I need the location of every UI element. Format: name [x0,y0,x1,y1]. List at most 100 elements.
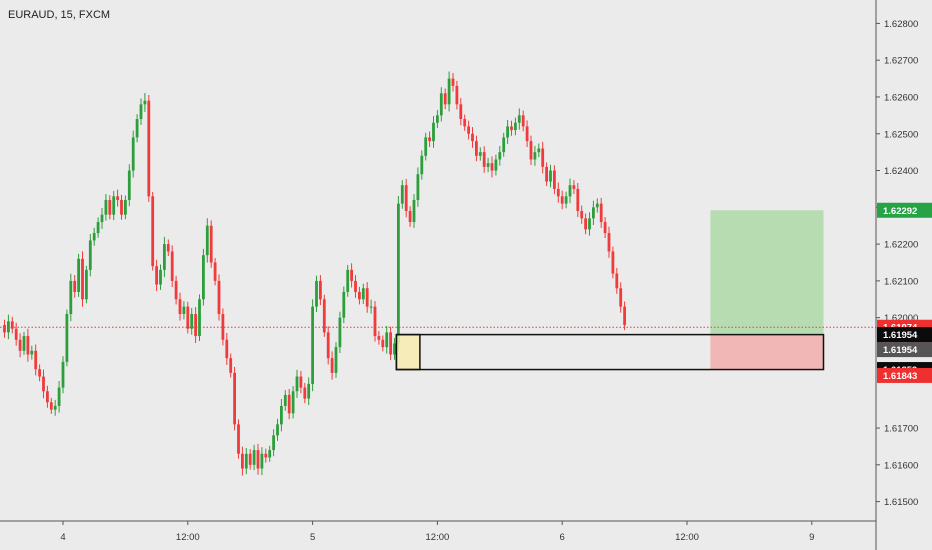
candle-body [237,424,240,454]
candle-body [517,115,521,123]
candle-body [568,185,572,197]
candle-body [311,306,314,384]
loss-zone[interactable] [710,334,824,370]
candle-body [455,85,459,105]
candle-body [564,196,568,204]
candle-body [217,280,221,314]
candle-body [190,314,194,329]
candle-body [334,347,338,373]
candle-body [541,148,545,167]
candle-body [88,240,92,270]
candle-body [26,336,30,355]
candle-body [607,233,611,252]
candle-body [319,280,322,300]
candle-body [10,321,14,329]
candle-body [361,288,365,300]
candle-body [61,361,65,388]
candle-body [358,291,361,300]
candle-body [81,258,84,300]
price-badge [877,327,932,343]
candle-body [514,122,517,131]
candle-body [276,424,279,436]
time-axis[interactable]: 4 12:00 5 12:00 6 12:00 9 [0,520,876,543]
candle-body [623,306,626,326]
candle-body [260,453,264,469]
candle-body [14,328,18,340]
candle-body [397,203,400,344]
price-axis[interactable]: 1.628001.627001.626001.625001.624001.623… [875,0,932,550]
candle-body [521,115,525,127]
candle-body [65,314,69,362]
candle-body [53,405,57,410]
candle-highlight[interactable] [395,333,421,371]
candle-body [451,78,455,86]
candle-body [599,203,603,223]
price-tick-label: 1.61700 [884,424,918,435]
candle-body [529,141,533,160]
candle-body [486,163,490,167]
candle-body [256,450,260,469]
candle-body [471,133,474,142]
candle-body [307,383,311,399]
candle-body [385,332,389,348]
candle-body [34,350,38,370]
candle-body [205,225,209,256]
candle-body [373,306,377,337]
candle-body [490,163,494,171]
candle-body [412,199,416,223]
candle-body [478,152,482,156]
zone-box[interactable] [395,333,825,371]
candle-body [533,152,537,160]
candle-body [57,387,61,406]
candle-body [619,288,623,307]
candle-body [443,93,447,105]
candle-body [346,269,350,292]
candle-body [151,196,155,267]
candle-body [393,343,396,355]
price-badge [877,367,932,383]
candle-body [428,137,431,142]
candle-body [537,148,541,153]
candle-body [545,166,548,182]
candle-body [584,218,587,230]
candle-body [338,317,342,348]
candle-body [147,100,151,197]
candle-body [556,188,560,197]
candle-body [389,332,392,355]
candle-body [174,280,178,300]
candle-body [420,155,424,175]
candle-body [268,450,272,458]
candle-body [482,152,486,167]
candle-body [194,314,197,337]
price-badge-label: 1.62292 [883,206,917,217]
candle-body [350,269,353,281]
profit-zone[interactable] [710,210,824,335]
candle-body [159,269,162,285]
price-tick-label: 1.62500 [884,129,918,140]
candle-body [408,211,412,223]
candle-body [73,280,77,292]
time-tick-label: 12:00 [675,532,699,543]
candle-body [92,233,96,241]
time-tick-label: 4 [60,532,65,543]
candle-body [295,376,299,392]
price-badge [877,342,932,358]
price-tick-label: 1.62000 [884,313,918,324]
candle-body [104,199,108,215]
price-tick-label: 1.62800 [884,19,918,30]
candle-body [432,122,435,142]
candle-body [252,450,256,465]
candle-body [202,255,205,300]
price-tick-label: 1.61600 [884,460,918,471]
candle-body [299,376,303,388]
candle-body [354,280,357,292]
candle-body [225,339,229,359]
price-badge-label: 1.61954 [883,345,918,356]
candle-body [494,159,498,171]
position-tool[interactable] [710,210,824,370]
candle-body [365,288,369,307]
candle-body [77,258,80,292]
candle-body [85,269,88,300]
